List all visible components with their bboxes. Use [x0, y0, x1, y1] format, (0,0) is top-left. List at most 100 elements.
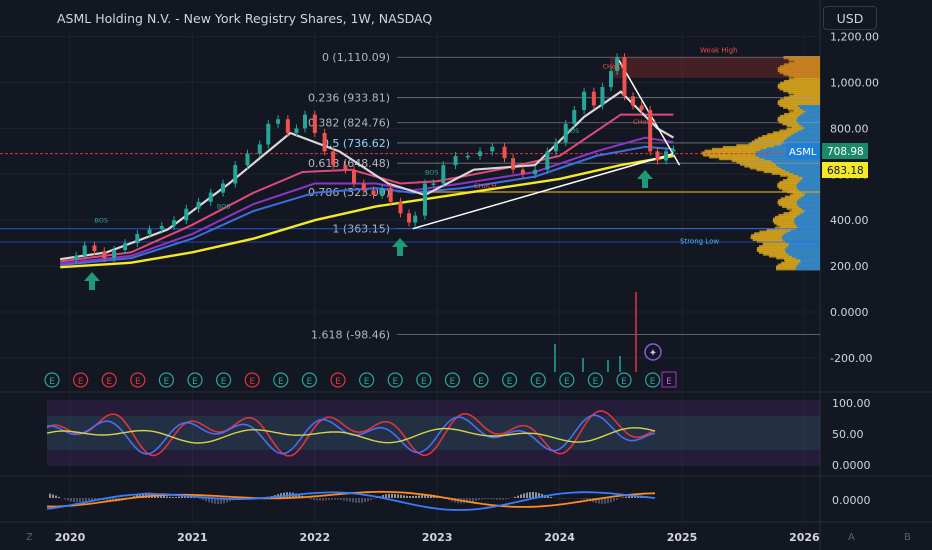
- volume-profile-bar: [783, 89, 820, 93]
- price-tick-label: 1,200.00: [830, 31, 879, 44]
- volume-profile-bar: [785, 239, 820, 243]
- volume-profile-bar: [801, 206, 820, 210]
- volume-profile-bar: [805, 191, 820, 196]
- candle-body: [233, 165, 238, 184]
- macd-tick-label: 0.0000: [832, 494, 871, 507]
- candle-body: [351, 169, 356, 184]
- volume-profile-bar: [785, 248, 820, 253]
- rsi-tick-label: 0.0000: [832, 459, 871, 472]
- volume-profile-bar: [783, 232, 820, 236]
- currency-button[interactable]: USD: [823, 6, 877, 30]
- volume-profile-bar: [783, 63, 820, 67]
- earnings-marker-letter: E: [49, 377, 55, 387]
- time-axis-label: 2020: [55, 531, 86, 544]
- candle-body: [74, 255, 79, 260]
- earnings-marker: [101, 372, 117, 388]
- earnings-marker: [473, 372, 489, 388]
- candle-body: [582, 91, 587, 111]
- candle-body: [655, 151, 660, 161]
- candle-body: [533, 169, 538, 175]
- volume-profile-bar: [797, 202, 820, 207]
- candle-body: [398, 201, 403, 214]
- volume-profile-bar: [796, 182, 820, 186]
- price-tick-label: 1,000.00: [830, 77, 879, 90]
- volume-profile-bar: [785, 246, 820, 251]
- earnings-marker-letter: E: [450, 377, 456, 387]
- rsi-tick-label: 100.00: [832, 397, 871, 410]
- volume-profile-bar: [782, 237, 820, 242]
- candle-body: [622, 57, 627, 97]
- earnings-marker-letter: E: [249, 377, 255, 387]
- volume-profile-bar: [794, 219, 820, 223]
- earnings-marker: [130, 372, 146, 388]
- earnings-marker-letter: E: [221, 377, 227, 387]
- volume-profile-bar: [797, 129, 820, 133]
- upcoming-earnings-marker: [661, 371, 677, 388]
- volume-profile-bar: [779, 70, 820, 74]
- volume-profile-bar: [783, 72, 820, 76]
- zoom-reset-glyph[interactable]: Z: [26, 532, 33, 543]
- volume-profile-bar: [783, 56, 820, 60]
- volume-profile-bar: [797, 213, 820, 218]
- volume-profile-bar: [779, 65, 820, 69]
- candle-body: [465, 155, 470, 158]
- candle-body: [266, 123, 271, 145]
- secondary-price-value: 683.18: [827, 165, 864, 177]
- zone-label-weak-high: Weak High: [700, 46, 737, 54]
- candle-body: [413, 215, 418, 223]
- structure-label: CHoCH: [633, 118, 656, 126]
- candle-body: [615, 57, 620, 72]
- auto-scale-button[interactable]: A: [848, 532, 855, 543]
- volume-profile-bar: [796, 118, 820, 122]
- volume-profile-bar: [796, 223, 820, 227]
- candle-body: [159, 225, 164, 230]
- candle-body: [331, 151, 336, 166]
- earnings-marker: [530, 372, 546, 388]
- fib-level-label: 0.5 (736.62): [322, 137, 390, 150]
- rsi-neutral-zone: [47, 416, 820, 450]
- candle-body: [112, 250, 117, 259]
- weak-high-zone: [610, 57, 820, 78]
- candle-body: [312, 114, 317, 133]
- candle-body: [285, 119, 290, 133]
- price-tick-label: 0.0000: [830, 306, 869, 319]
- candle-body: [343, 165, 348, 170]
- earnings-marker-letter: E: [192, 377, 198, 387]
- volume-profile-bar: [785, 136, 820, 141]
- candle-body: [478, 151, 483, 156]
- volume-profile-bar: [794, 92, 820, 96]
- candle-body: [572, 110, 577, 124]
- time-axis-label: 2021: [177, 531, 208, 544]
- candle-body: [196, 201, 201, 209]
- volume-profile-bar: [786, 245, 820, 249]
- volume-profile-bar: [800, 258, 820, 262]
- earnings-marker-letter: E: [593, 377, 599, 387]
- event-marker-glyph: ✦: [649, 348, 657, 359]
- candle-body: [388, 188, 393, 202]
- volume-profile-bar: [798, 261, 820, 265]
- last-price-symbol-tag: [786, 143, 820, 159]
- earnings-marker-letter: E: [78, 377, 84, 387]
- structure-label: BOS: [217, 203, 231, 211]
- volume-profile-bar: [794, 131, 820, 135]
- price-tick-label: 400.00: [830, 214, 869, 227]
- structure-label: BOS: [94, 216, 108, 224]
- volume-profile-bar: [799, 212, 820, 216]
- structure-label: CHoCH: [602, 63, 625, 71]
- volume-profile-bar: [793, 171, 820, 175]
- candle-body: [221, 183, 225, 193]
- volume-profile-bar: [790, 228, 820, 232]
- candle-body: [294, 128, 299, 133]
- volume-profile-bar: [795, 265, 820, 269]
- volume-profile-bar: [805, 109, 820, 113]
- candle-body: [453, 155, 458, 166]
- candle-body: [631, 96, 636, 106]
- volume-profile-bar: [778, 164, 820, 168]
- volume-profile-bar: [797, 224, 820, 229]
- candle-body: [92, 245, 97, 252]
- earnings-marker: [444, 372, 460, 388]
- log-scale-button[interactable]: B: [904, 532, 911, 543]
- candle-body: [303, 114, 308, 129]
